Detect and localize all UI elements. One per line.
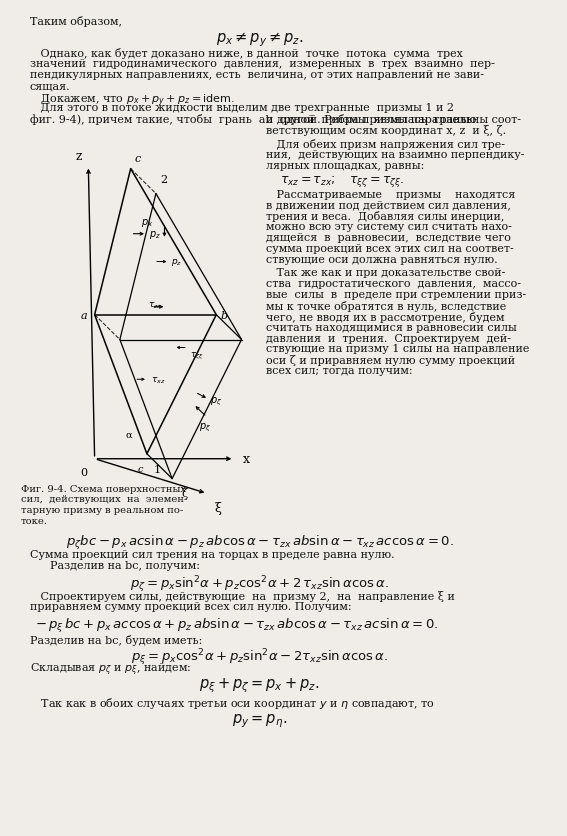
Text: $p_\zeta bc - p_x\, ac\sin\alpha - p_z\, ab\cos\alpha - \tau_{zx}\, ab\sin\alpha: $p_\zeta bc - p_x\, ac\sin\alpha - p_z\,… <box>66 533 454 552</box>
Text: Складывая $p_\zeta$ и $p_\xi$, найдем:: Складывая $p_\zeta$ и $p_\xi$, найдем: <box>29 660 191 677</box>
Text: чего, не вводя их в рассмотрение, будем: чего, не вводя их в рассмотрение, будем <box>266 311 505 323</box>
Text: давления  и  трения.  Спроектируем  дей-: давления и трения. Спроектируем дей- <box>266 334 511 343</box>
Text: оси ζ и приравняем нулю сумму проекций: оси ζ и приравняем нулю сумму проекций <box>266 355 515 366</box>
Text: α: α <box>125 430 132 439</box>
Text: фиг. 9-4), причем такие, чтобы  грань  ab  одной  призмы  являлась  гранью: фиг. 9-4), причем такие, чтобы грань ab … <box>29 114 476 125</box>
Text: ξ: ξ <box>214 502 221 515</box>
Text: мы к точке обратятся в нуль, вследствие: мы к точке обратятся в нуль, вследствие <box>266 300 506 312</box>
Text: $p_\zeta = p_x\sin^2\!\alpha + p_z\cos^2\!\alpha + 2\,\tau_{xz}\sin\alpha\cos\al: $p_\zeta = p_x\sin^2\!\alpha + p_z\cos^2… <box>130 573 389 594</box>
Text: пендикулярных направлениях, есть  величина, от этих направлений не зави-: пендикулярных направлениях, есть величин… <box>29 70 484 80</box>
Text: Рассматриваемые    призмы    находятся: Рассматриваемые призмы находятся <box>266 189 515 199</box>
Text: Для обеих призм напряжения сил тре-: Для обеих призм напряжения сил тре- <box>266 139 505 150</box>
Text: ствующие на призму 1 силы на направление: ствующие на призму 1 силы на направление <box>266 344 529 354</box>
Text: Спроектируем силы, действующие  на  призму 2,  на  направление ξ и: Спроектируем силы, действующие на призму… <box>29 590 455 601</box>
Text: трения и веса.  Добавляя силы инерции,: трения и веса. Добавляя силы инерции, <box>266 212 504 222</box>
Text: b: b <box>221 310 228 320</box>
Text: в движении под действием сил давления,: в движении под действием сил давления, <box>266 200 511 210</box>
Text: приравняем сумму проекций всех сил нулю. Получим:: приравняем сумму проекций всех сил нулю.… <box>29 601 352 611</box>
Text: дящейся  в  равновесии,  вследствие чего: дящейся в равновесии, вследствие чего <box>266 233 511 243</box>
Text: Докажем, что $p_x + p_y + p_z = \mathrm{idem}.$: Докажем, что $p_x + p_y + p_z = \mathrm{… <box>29 92 235 109</box>
Text: $\tau_{xz} = \tau_{zx};\quad \tau_{\xi\zeta} = \tau_{\zeta\xi}.$: $\tau_{xz} = \tau_{zx};\quad \tau_{\xi\z… <box>280 173 405 188</box>
Text: значений  гидродинамического  давления,  измеренных  в  трех  взаимно  пер-: значений гидродинамического давления, из… <box>29 59 494 69</box>
Text: ствующие оси должна равняться нулю.: ствующие оси должна равняться нулю. <box>266 255 497 265</box>
Text: тарную призму в реальном по-: тарную призму в реальном по- <box>21 506 183 515</box>
Text: $p_z$: $p_z$ <box>171 257 183 268</box>
Text: ства  гидростатического  давления,  массо-: ства гидростатического давления, массо- <box>266 278 521 288</box>
Text: Так как в обоих случаях третьи оси координат $y$ и $\eta$ совпадают, то: Так как в обоих случаях третьи оси коорд… <box>29 696 435 711</box>
Text: $p_\xi = p_x\cos^2\!\alpha + p_z\sin^2\!\alpha - 2\tau_{xz}\sin\alpha\cos\alpha.: $p_\xi = p_x\cos^2\!\alpha + p_z\sin^2\!… <box>131 647 388 667</box>
Text: всех сил; тогда получим:: всех сил; тогда получим: <box>266 366 413 376</box>
Text: $\tau_{xz}$: $\tau_{xz}$ <box>150 375 165 385</box>
Text: 2: 2 <box>160 175 168 185</box>
Text: $p_x$: $p_x$ <box>141 217 154 228</box>
Text: c: c <box>134 154 141 164</box>
Text: $-\,p_\xi\, bc + p_x\, ac\cos\alpha + p_z\, ab\sin\alpha - \tau_{zx}\, ab\cos\al: $-\,p_\xi\, bc + p_x\, ac\cos\alpha + p_… <box>35 616 439 634</box>
Text: Разделив на bc, будем иметь:: Разделив на bc, будем иметь: <box>29 634 202 645</box>
Text: 1: 1 <box>154 464 161 474</box>
Text: ния,  действующих на взаимно перпендику-: ния, действующих на взаимно перпендику- <box>266 150 524 160</box>
Text: Для этого в потоке жидкости выделим две трехгранные  призмы 1 и 2: Для этого в потоке жидкости выделим две … <box>29 103 454 113</box>
Text: $p_\zeta$: $p_\zeta$ <box>210 395 223 408</box>
Text: можно всю эту систему сил считать нахо-: можно всю эту систему сил считать нахо- <box>266 222 512 232</box>
Text: $p_\xi$: $p_\xi$ <box>199 421 211 434</box>
Text: Сумма проекций сил трения на торцах в пределе равна нулю.: Сумма проекций сил трения на торцах в пр… <box>29 549 395 559</box>
Text: a: a <box>81 310 87 320</box>
Text: Так же как и при доказательстве свой-: Так же как и при доказательстве свой- <box>266 268 505 278</box>
Text: $\tau_{zx}$: $\tau_{zx}$ <box>148 300 163 311</box>
Text: и другой. Ребра призмы параллельны соот-: и другой. Ребра призмы параллельны соот- <box>266 114 521 125</box>
Text: ζ: ζ <box>181 487 187 498</box>
Text: считать находящимися в равновесии силы: считать находящимися в равновесии силы <box>266 322 517 332</box>
Text: c: c <box>138 464 143 473</box>
Text: токе.: токе. <box>21 517 48 526</box>
Text: Таким образом,: Таким образом, <box>29 16 122 27</box>
Text: $p_\xi + p_\zeta = p_x + p_z.$: $p_\xi + p_\zeta = p_x + p_z.$ <box>199 675 320 694</box>
Text: ветствующим осям координат x, z  и ξ, ζ.: ветствующим осям координат x, z и ξ, ζ. <box>266 125 506 135</box>
Text: z: z <box>76 150 83 162</box>
Text: сумма проекций всех этих сил на соответ-: сумма проекций всех этих сил на соответ- <box>266 244 514 254</box>
Text: Фиг. 9-4. Схема поверхностных: Фиг. 9-4. Схема поверхностных <box>21 484 186 493</box>
Text: $p_x \neq p_y \neq p_z.$: $p_x \neq p_y \neq p_z.$ <box>215 31 303 49</box>
Text: лярных площадках, равны:: лярных площадках, равны: <box>266 161 424 171</box>
Text: вые  силы  в  пределе при стремлении приз-: вые силы в пределе при стремлении приз- <box>266 289 526 299</box>
Text: 0: 0 <box>81 467 87 477</box>
Text: сил,  действующих  на  элемен-: сил, действующих на элемен- <box>21 495 187 504</box>
Text: $\tau_{\zeta\xi}$: $\tau_{\zeta\xi}$ <box>190 350 203 361</box>
Text: сящая.: сящая. <box>29 81 70 91</box>
Text: $p_y = p_\eta.$: $p_y = p_\eta.$ <box>232 711 287 729</box>
Text: $p_z$: $p_z$ <box>149 228 160 241</box>
Text: x: x <box>243 452 251 466</box>
Text: Разделив на bc, получим:: Разделив на bc, получим: <box>49 560 200 570</box>
Text: Однако, как будет доказано ниже, в данной  точке  потока  сумма  трех: Однако, как будет доказано ниже, в данно… <box>29 48 463 59</box>
